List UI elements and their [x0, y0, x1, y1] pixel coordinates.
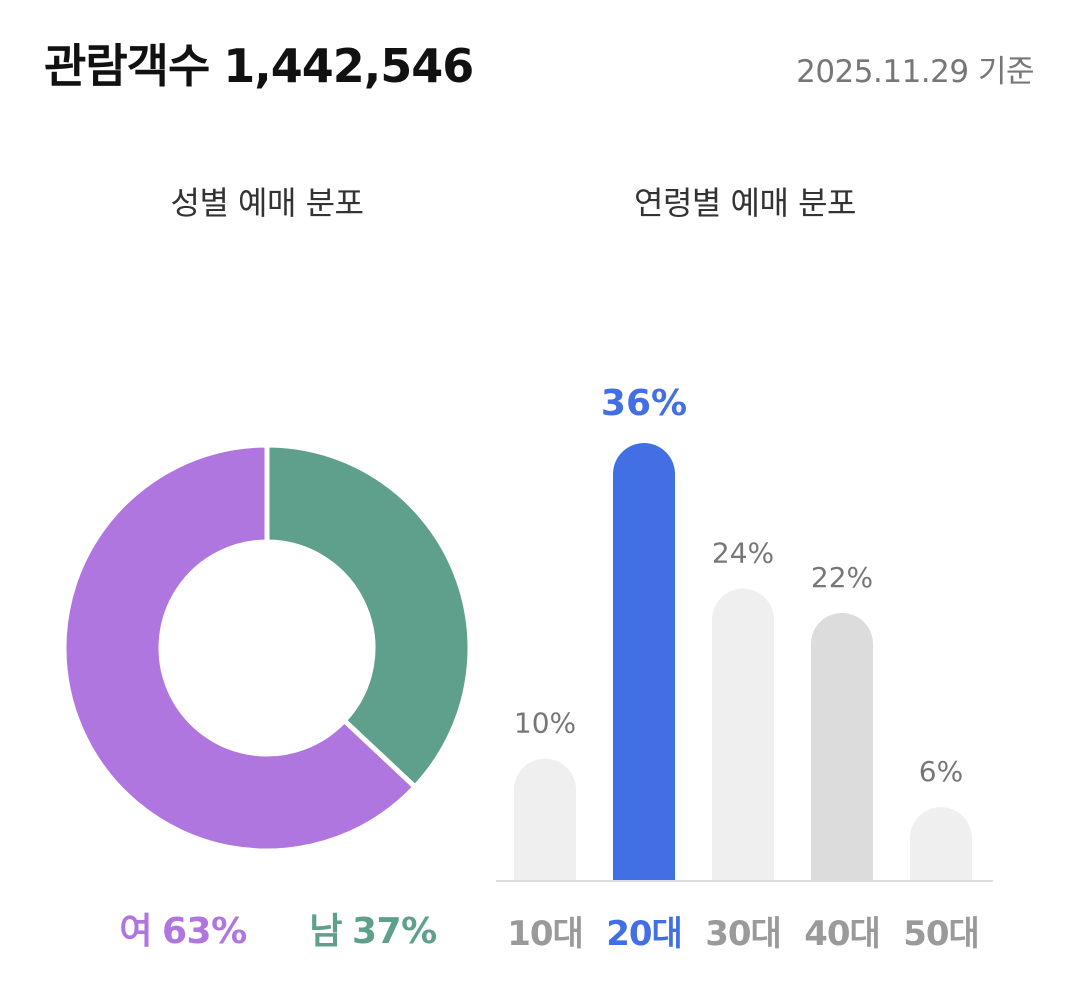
legend-male-label: 남 — [309, 911, 342, 952]
bar-category-label-10대: 10대 — [507, 914, 583, 954]
gender-chart-title: 성별 예매 분포 — [170, 184, 364, 222]
legend-male: 남 37% — [309, 902, 437, 954]
legend-female-label: 여 — [119, 911, 152, 952]
bar-10대 — [514, 758, 576, 880]
visitor-count-label: 관람객수 — [44, 39, 210, 93]
bar-value-label-40대: 22% — [811, 561, 873, 594]
bar-40대 — [811, 612, 873, 880]
donut-slice-female — [61, 442, 419, 854]
bar-50대 — [910, 807, 972, 880]
legend-female: 여 63% — [119, 902, 247, 954]
bar-30대 — [712, 588, 774, 880]
bar-value-label-10대: 10% — [514, 707, 576, 740]
bar-value-label-50대: 6% — [919, 755, 963, 788]
bar-category-label-50대: 50대 — [903, 914, 979, 954]
page-title: 관람객수 1,442,546 — [44, 30, 474, 96]
bar-value-label-20대: 36% — [601, 383, 687, 424]
bar-20대 — [613, 443, 675, 880]
legend-male-value: 37% — [351, 911, 437, 952]
legend-female-value: 63% — [161, 911, 247, 952]
reference-date: 2025.11.29 기준 — [796, 54, 1034, 90]
donut-slice-male — [264, 442, 473, 791]
bar-category-label-20대: 20대 — [606, 914, 682, 954]
bar-category-label-40대: 40대 — [804, 914, 880, 954]
age-chart-title: 연령별 예매 분포 — [634, 184, 856, 222]
visitor-count-value: 1,442,546 — [223, 39, 474, 93]
bar-value-label-30대: 24% — [712, 537, 774, 570]
bar-category-label-30대: 30대 — [705, 914, 781, 954]
